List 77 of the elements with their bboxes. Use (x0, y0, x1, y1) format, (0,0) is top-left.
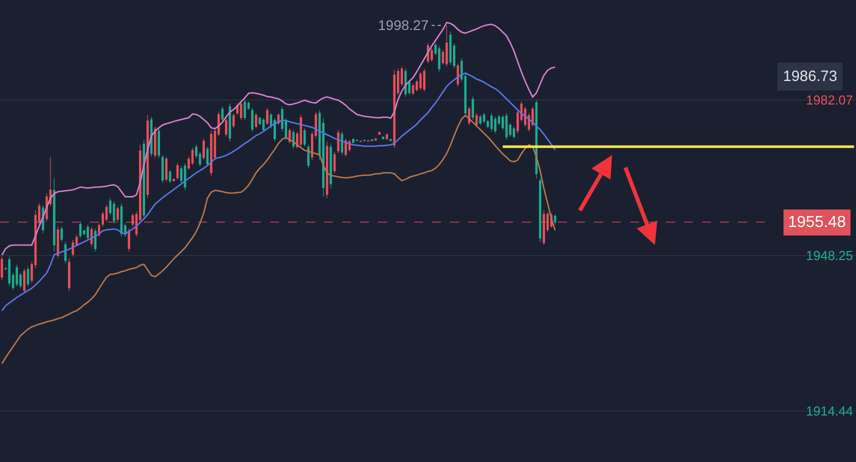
candlestick (423, 68, 426, 92)
candlestick (8, 256, 10, 287)
candlestick (254, 112, 258, 129)
candlestick (168, 170, 172, 184)
candlestick (60, 226, 63, 242)
candlestick (53, 178, 56, 252)
y-tick-label: 1982.07 (806, 92, 853, 108)
candlestick (232, 112, 235, 129)
candlestick (172, 178, 175, 182)
candlestick (262, 118, 265, 132)
candlestick (389, 138, 392, 142)
candlestick (244, 99, 246, 120)
candlestick (90, 226, 93, 247)
candlestick (161, 154, 164, 184)
candlestick (68, 258, 70, 292)
candlestick (304, 128, 306, 147)
candlestick (374, 138, 377, 141)
candlestick (490, 112, 493, 132)
candlestick (352, 138, 354, 144)
y-tick-label: 1948.25 (806, 248, 853, 263)
candlestick (240, 101, 242, 120)
annotation: 1986.73 (783, 68, 838, 85)
candlestick (86, 224, 89, 240)
candlestick (206, 146, 209, 167)
y-tick-label: 1914.44 (806, 403, 853, 418)
candlestick (300, 114, 302, 147)
line-series (1, 22, 556, 256)
candlestick (26, 266, 30, 287)
candlestick (0, 256, 4, 280)
candlestick (146, 114, 149, 198)
candlestick (158, 128, 160, 158)
candlestick (449, 31, 452, 66)
ref-line-label: 1955.48 (788, 214, 846, 231)
candlestick (344, 138, 347, 158)
candlestick (23, 268, 26, 294)
annotation: 1998.27 (378, 17, 429, 33)
candlestick (419, 71, 422, 90)
candlestick (116, 206, 119, 222)
candlestick (412, 82, 414, 96)
candlestick (210, 130, 212, 177)
candlestick (176, 162, 179, 180)
candlestick (165, 156, 168, 182)
candlestick (225, 118, 228, 137)
candlestick (333, 151, 336, 174)
candlestick (112, 201, 116, 224)
candlestick (446, 25, 448, 67)
candlestick (472, 96, 474, 120)
candlestick (94, 228, 96, 252)
candlestick (142, 139, 146, 220)
line-series (1, 72, 556, 312)
candlestick (494, 116, 496, 134)
candlestick (16, 264, 18, 287)
candlestick (456, 63, 460, 87)
candlestick (505, 112, 508, 140)
candlestick (538, 178, 542, 242)
candlestick (64, 242, 67, 264)
line-series (1, 114, 556, 364)
candlestick (337, 130, 340, 154)
candlestick (554, 214, 556, 226)
candlestick (221, 106, 224, 122)
candlestick (330, 143, 332, 189)
candlestick (382, 136, 384, 140)
candlestick (150, 116, 153, 158)
candlestick (378, 131, 381, 136)
candlestick (475, 112, 478, 128)
candlestick (228, 103, 232, 142)
candlestick (79, 221, 82, 238)
candlestick (202, 138, 205, 160)
candlestick (512, 126, 516, 139)
candlestick (251, 108, 254, 132)
candlestick (438, 46, 440, 72)
candlestick (393, 70, 396, 148)
candlestick (479, 114, 482, 126)
candlestick (154, 126, 156, 158)
candlestick (386, 133, 388, 140)
candlestick (307, 144, 310, 169)
candlestick (266, 108, 268, 126)
